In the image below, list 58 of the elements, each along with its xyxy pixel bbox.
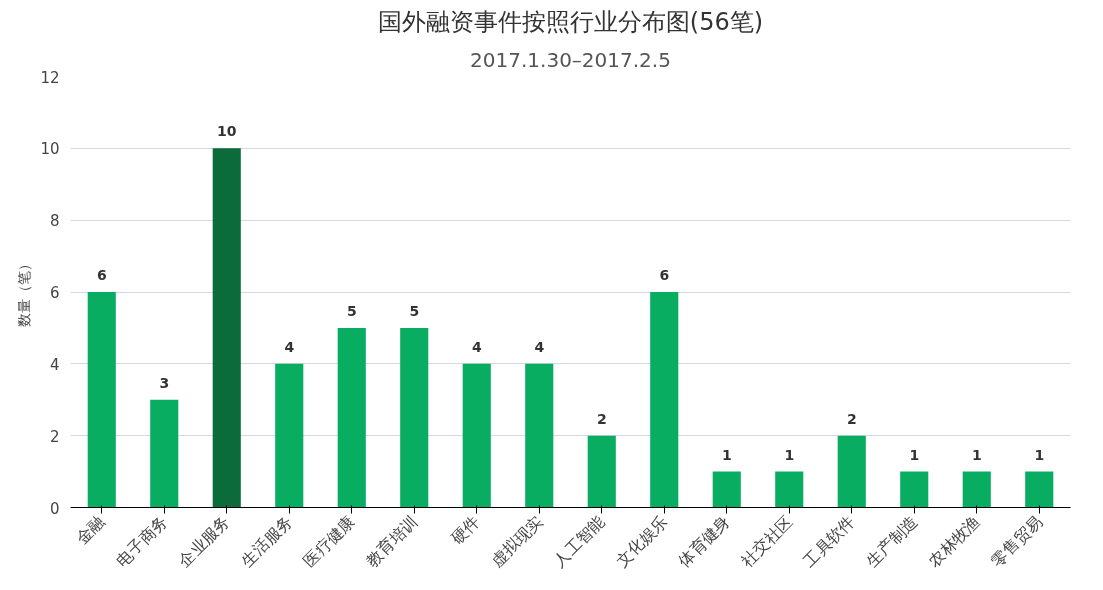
data-label: 5: [409, 302, 420, 319]
data-label: 10: [217, 123, 237, 140]
data-label: 5: [346, 302, 357, 319]
data-label: 1: [1034, 446, 1045, 463]
data-label: 4: [471, 338, 482, 355]
bar: [1025, 471, 1054, 508]
y-tick-label: 4: [49, 355, 60, 374]
data-label: 6: [659, 267, 670, 283]
bar: [150, 399, 179, 508]
y-tick-label: 6: [49, 284, 60, 302]
chart-title: 国外融资事件按照行业分布图(56笔): [377, 7, 764, 36]
x-tick-label: 社交社区: [737, 511, 796, 571]
x-tick-label: 金融: [72, 511, 109, 548]
data-label: 6: [96, 267, 107, 283]
bar: [837, 435, 866, 508]
chart-subtitle: 2017.1.30–2017.2.5: [470, 47, 671, 72]
x-tick-label: 生产制造: [862, 511, 921, 571]
y-tick-label: 8: [49, 212, 60, 231]
bar: [587, 435, 616, 508]
x-tick-label: 教育培训: [362, 511, 421, 571]
bar: [337, 327, 366, 508]
data-label: 2: [596, 410, 607, 427]
x-tick-label: 工具软件: [799, 511, 859, 571]
bar: [212, 148, 241, 508]
data-label: 1: [784, 446, 795, 463]
x-tick-label: 硬件: [447, 511, 484, 548]
x-tick-label: 企业服务: [174, 511, 234, 571]
data-label: 3: [159, 374, 170, 391]
bar: [275, 363, 304, 508]
bar: [900, 471, 929, 508]
x-tick-label: 虚拟现实: [487, 511, 546, 571]
x-tick-label: 医疗健康: [299, 511, 359, 571]
x-tick-label: 体育健身: [674, 511, 734, 571]
x-tick-label: 电子商务: [112, 511, 171, 571]
data-label: 4: [284, 338, 295, 355]
data-label: 1: [909, 446, 920, 463]
bar: [712, 471, 741, 508]
x-tick-label: 零售贸易: [987, 511, 1046, 571]
data-label: 4: [534, 338, 545, 355]
y-tick-label: 12: [40, 68, 60, 87]
x-tick-label: 农林牧渔: [924, 511, 984, 571]
x-tick-label: 文化娱乐: [612, 511, 671, 571]
data-label: 1: [971, 446, 982, 463]
bar: [650, 292, 679, 508]
bar: [962, 471, 991, 508]
x-tick-label: 人工智能: [549, 511, 609, 571]
y-tick-label: 2: [49, 427, 60, 446]
bar: [775, 471, 804, 508]
bar: [462, 363, 491, 508]
x-tick-label: 生活服务: [237, 511, 296, 571]
bar: [87, 292, 116, 508]
y-tick-label: 0: [49, 499, 60, 518]
bar: [525, 363, 554, 508]
y-axis-title: 数量（笔）: [16, 257, 33, 327]
data-label: 2: [846, 410, 857, 427]
y-tick-label: 10: [40, 140, 60, 159]
bar: [400, 327, 429, 508]
data-label: 1: [721, 446, 732, 463]
